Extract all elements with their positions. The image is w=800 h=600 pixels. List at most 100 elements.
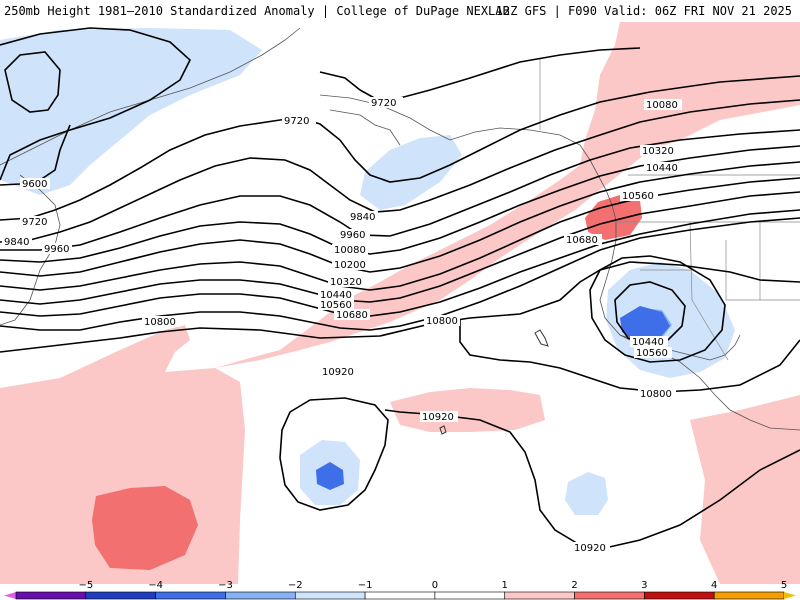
label-bg	[572, 542, 610, 553]
legend-tick-label: −4	[148, 580, 163, 591]
anomaly-negative-area-east-pacific	[565, 472, 608, 515]
model-valid-time: 12Z GFS | F090 Valid: 06Z FRI NOV 21 202…	[495, 4, 792, 18]
contour-label: 10800	[426, 316, 458, 327]
contour-label: 10920	[422, 412, 454, 423]
label-bg	[420, 411, 458, 422]
legend-tick-label: −3	[218, 580, 233, 591]
anomaly-positive-strong-pnw	[585, 195, 642, 240]
legend-swatch	[294, 591, 366, 600]
label-bg	[332, 244, 368, 255]
contour-label: 9960	[340, 230, 365, 241]
contour-9600	[0, 124, 71, 186]
contour-10800	[0, 261, 800, 353]
label-bg	[644, 99, 682, 110]
contour-label: 10560	[636, 348, 668, 359]
legend-tick-label: 2	[571, 580, 577, 591]
legend-swatch	[15, 591, 87, 600]
title-bar: 250mb Height 1981–2010 Standardized Anom…	[0, 0, 800, 22]
label-bg	[320, 366, 358, 377]
legend-ticks: −5 −4 −3 −2 −1 0 1 2 3 4 5	[78, 580, 787, 591]
legend-swatch	[713, 591, 785, 600]
contour-label: 9960	[44, 244, 69, 255]
legend-tick-label: 3	[641, 580, 647, 591]
contour-label: 10200	[334, 260, 366, 271]
contour-10080	[0, 145, 800, 263]
contour-10320	[0, 177, 800, 291]
legend-swatch	[155, 591, 226, 600]
legend-cap-low	[4, 592, 16, 599]
contour-label: 10080	[646, 100, 678, 111]
contour-label: 10680	[336, 310, 368, 321]
legend-swatch	[504, 591, 575, 600]
contour-10440	[0, 191, 800, 305]
contour-10200	[0, 161, 800, 277]
label-bg	[42, 243, 72, 254]
label-bg	[2, 236, 32, 247]
label-bg	[318, 299, 354, 310]
legend-swatch	[434, 591, 506, 600]
height-contours	[0, 27, 800, 549]
label-bg	[328, 276, 364, 287]
label-bg	[142, 316, 180, 327]
contour-label: 10320	[642, 146, 674, 157]
contour-10680	[0, 217, 800, 331]
anomaly-negative-deep-mid-pacific	[316, 462, 344, 490]
contour-10920	[384, 409, 800, 549]
legend-tick-label: 1	[502, 580, 508, 591]
label-bg	[20, 178, 50, 189]
anomaly-positive-strong-south	[92, 486, 198, 570]
label-bg	[638, 388, 676, 399]
legend-tick-label: 0	[432, 580, 438, 591]
contour-10440-loop	[614, 281, 686, 345]
contour-label: 10680	[566, 235, 598, 246]
anomaly-negative-area-bering	[360, 135, 462, 210]
label-bg	[282, 115, 316, 126]
legend-tick-label: −1	[358, 580, 373, 591]
contour-label: 9600	[22, 179, 47, 190]
label-bg	[20, 216, 50, 227]
contour-10560-loop	[589, 255, 726, 363]
contour-label: 10920	[574, 543, 606, 554]
contour-label: 9720	[371, 98, 396, 109]
contour-label: 9720	[22, 217, 47, 228]
contour-label: 10920	[322, 367, 354, 378]
legend-swatch	[644, 591, 715, 600]
label-bg	[620, 190, 658, 201]
contour-10800-east	[459, 320, 800, 393]
contour-label: 10560	[320, 300, 352, 311]
contour-label: 10560	[622, 191, 654, 202]
label-bg	[630, 336, 668, 347]
anomaly-negative-deep-california	[620, 306, 670, 342]
legend-swatch	[364, 591, 436, 600]
legend-tick-label: 4	[711, 580, 717, 591]
anomaly-positive-area-gulf	[690, 395, 800, 584]
contour-9840	[0, 99, 800, 243]
anomaly-negative-area-siberia	[0, 28, 262, 195]
label-bg	[564, 234, 602, 245]
contour-9600-loop	[4, 51, 61, 113]
contour-label: 10080	[334, 245, 366, 256]
contour-label: 10440	[632, 337, 664, 348]
contour-label: 9840	[4, 237, 29, 248]
map-title: 250mb Height 1981–2010 Standardized Anom…	[4, 4, 510, 18]
contour-9720	[0, 75, 800, 221]
label-bg	[332, 259, 368, 270]
label-bg	[338, 229, 370, 240]
legend-cap-high	[784, 592, 796, 599]
label-bg	[348, 211, 378, 222]
contour-labels: 9720 9720 9600 9720 9840 9960 9840 9960 …	[2, 97, 682, 554]
contour-9720-north	[319, 47, 641, 101]
contour-label: 10320	[330, 277, 362, 288]
label-bg	[318, 289, 354, 300]
legend-swatch	[574, 591, 645, 600]
contour-label: 9840	[350, 212, 375, 223]
islands	[439, 329, 549, 435]
color-legend: −5 −4 −3 −2 −1 0 1 2 3 4 5	[4, 580, 796, 600]
legend-tick-label: 5	[781, 580, 787, 591]
label-bg	[424, 315, 460, 326]
label-bg	[334, 309, 370, 320]
legend-tick-label: −5	[78, 580, 93, 591]
legend-swatch	[85, 591, 156, 600]
legend-swatch	[225, 591, 296, 600]
contour-label: 9720	[284, 116, 309, 127]
